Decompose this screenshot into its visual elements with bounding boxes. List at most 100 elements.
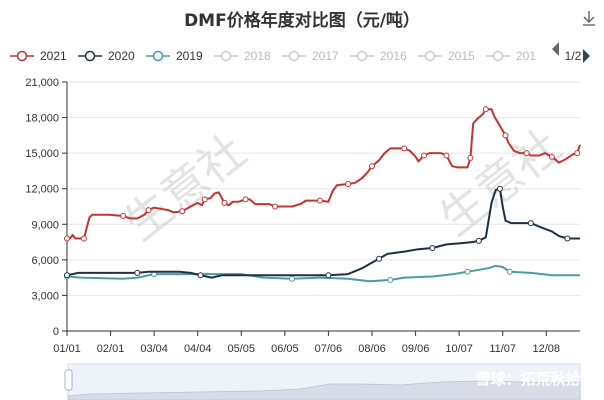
x-tick-label: 05/05 — [228, 343, 256, 355]
data-point[interactable] — [387, 277, 394, 283]
data-point[interactable] — [502, 132, 509, 139]
legend-label: 201 — [516, 49, 536, 63]
legend-marker — [288, 50, 300, 62]
x-tick-label: 04/04 — [184, 343, 212, 355]
legend-marker — [356, 50, 368, 62]
data-point[interactable] — [401, 145, 408, 152]
data-point[interactable] — [201, 196, 208, 203]
data-point[interactable] — [496, 185, 503, 192]
legend-page: 1/2 — [565, 49, 582, 63]
data-point[interactable] — [475, 237, 482, 244]
legend-marker — [492, 50, 504, 62]
data-point[interactable] — [574, 150, 581, 157]
data-point[interactable] — [272, 203, 278, 210]
legend-item-2015[interactable]: 2015 — [418, 49, 475, 63]
axes: 0 3,000 6,000 9,000 12,000 15,000 18,000 21,000… — [25, 77, 580, 355]
data-point[interactable] — [523, 150, 530, 157]
data-point[interactable] — [506, 268, 513, 275]
data-point[interactable] — [421, 152, 427, 159]
legend-item-2018[interactable]: 2018 — [214, 49, 271, 63]
legend-marker — [220, 50, 232, 62]
chart-title: DMF价格年度对比图（元/吨） — [184, 10, 420, 31]
y-tick-label: 12,000 — [25, 184, 59, 196]
x-tick-label: 01/01 — [53, 343, 81, 355]
data-point[interactable] — [482, 106, 489, 113]
footer-watermark: 雪球：拓荒秋拾 — [475, 370, 580, 388]
legend-item-2017[interactable]: 2017 — [282, 49, 339, 63]
legend-item-201[interactable]: 201 — [486, 49, 536, 63]
series-line-2021 — [67, 108, 581, 240]
watermark: 生意社 — [114, 124, 256, 252]
data-point[interactable] — [429, 245, 436, 251]
y-tick-label: 21,000 — [25, 77, 59, 89]
series-2019 — [64, 264, 580, 283]
legend-label: 2016 — [380, 49, 407, 63]
x-tick-label: 12/08 — [533, 343, 561, 355]
legend-label: 2015 — [448, 49, 475, 63]
y-tick-label: 15,000 — [25, 148, 59, 160]
data-point[interactable] — [564, 235, 571, 242]
data-point[interactable] — [221, 199, 228, 206]
x-tick-label: 02/01 — [97, 343, 125, 355]
series-line-2019 — [66, 264, 580, 283]
data-point[interactable] — [179, 208, 186, 215]
next-page-icon[interactable] — [583, 49, 590, 63]
legend-pager: 1/2 — [552, 42, 590, 63]
x-tick-label: 03/04 — [140, 343, 168, 355]
data-point[interactable] — [369, 163, 375, 170]
data-point[interactable] — [64, 272, 70, 279]
data-point[interactable] — [242, 196, 249, 203]
data-point[interactable] — [288, 275, 295, 282]
data-point[interactable] — [134, 269, 141, 276]
data-point[interactable] — [325, 272, 332, 279]
legend-marker — [152, 50, 164, 62]
x-tick-label: 08/06 — [358, 343, 386, 355]
data-point[interactable] — [467, 154, 474, 161]
legend-item-2020[interactable]: 2020 — [78, 49, 135, 63]
download-icon[interactable] — [583, 11, 595, 26]
data-point[interactable] — [197, 272, 204, 279]
legend-marker — [424, 50, 436, 62]
y-tick-label: 0 — [53, 326, 59, 338]
legend-marker — [84, 50, 96, 62]
x-tick-label: 11/07 — [489, 343, 516, 355]
y-tick-label: 3,000 — [31, 290, 59, 302]
x-tick-label: 07/06 — [315, 343, 343, 355]
x-tick-label: 10/07 — [445, 343, 473, 355]
data-point[interactable] — [80, 235, 87, 242]
data-point[interactable] — [120, 213, 127, 219]
data-point[interactable] — [345, 181, 352, 187]
data-point[interactable] — [317, 197, 323, 204]
data-point[interactable] — [464, 268, 471, 275]
y-tick-label: 9,000 — [31, 219, 59, 231]
series-layer — [64, 106, 581, 283]
legend-marker — [16, 50, 28, 62]
y-tick-label: 6,000 — [31, 255, 59, 267]
data-point[interactable] — [145, 207, 152, 214]
legend-item-2016[interactable]: 2016 — [350, 49, 407, 63]
series-2021 — [64, 106, 581, 242]
x-tick-label: 09/06 — [402, 343, 430, 355]
data-point[interactable] — [548, 153, 555, 160]
zoom-handle-left[interactable] — [64, 369, 73, 391]
legend-item-2021[interactable]: 2021 — [10, 49, 67, 63]
series-line-2020 — [66, 187, 580, 279]
legend-item-2019[interactable]: 2019 — [146, 49, 203, 63]
legend-label: 2021 — [40, 49, 67, 63]
x-tick-label: 06/05 — [271, 343, 299, 355]
data-point[interactable] — [527, 220, 534, 227]
data-point[interactable] — [443, 152, 450, 159]
legend-label: 2019 — [176, 49, 203, 63]
y-tick-label: 18,000 — [25, 113, 59, 125]
series-2020 — [64, 185, 580, 279]
legend: 2021 2020 2019 2018 2017 2016 2015 201 — [10, 49, 536, 63]
data-point[interactable] — [64, 235, 70, 242]
watermark: 生意社 — [429, 119, 571, 247]
legend-label: 2020 — [108, 49, 135, 63]
zoom-slider[interactable] — [64, 363, 581, 400]
legend-label: 2018 — [244, 49, 271, 63]
data-point[interactable] — [376, 255, 382, 262]
legend-label: 2017 — [312, 49, 339, 63]
prev-page-icon[interactable] — [552, 42, 559, 56]
